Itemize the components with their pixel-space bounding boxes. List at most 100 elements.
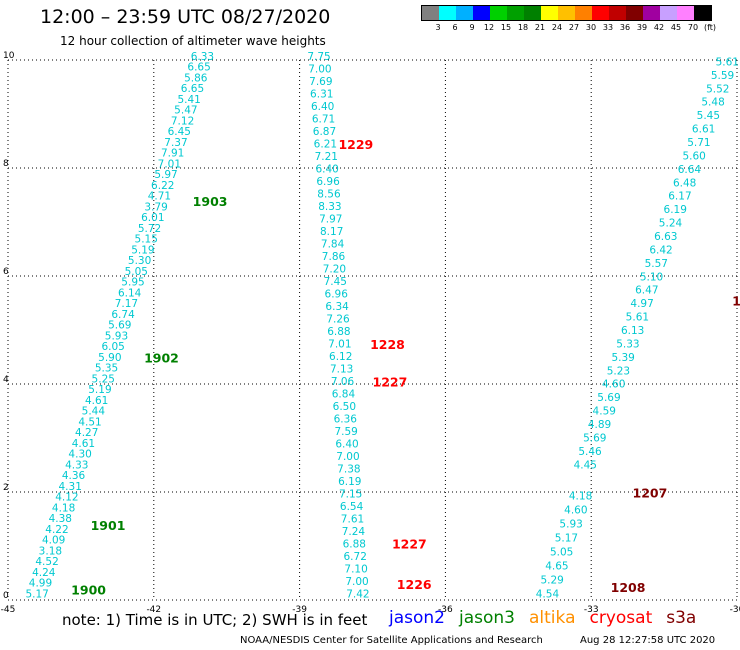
wave-height-value: 5.17 [555,532,578,544]
wave-height-value: 5.72 [138,223,161,235]
wave-height-value: 5.71 [687,137,710,149]
wave-height-value: 7.45 [324,276,347,288]
wave-height-value: 7.10 [344,563,367,575]
wave-height-value: 6.50 [333,401,356,413]
legend-label: 12 [483,23,495,32]
wave-height-value: 6.47 [635,285,658,297]
wave-height-value: 4.18 [569,490,592,502]
wave-height-value: 6.40 [315,163,338,175]
wave-height-value: 7.13 [330,363,353,375]
y-tick-label: 8 [3,159,9,169]
wave-height-value: 7.84 [321,238,345,250]
wave-height-value: 6.05 [101,341,124,353]
wave-height-value: 4.31 [59,481,82,493]
wave-height-value: 4.54 [536,588,560,600]
wave-height-value: 7.12 [171,115,194,127]
legend-label: 15 [500,23,512,32]
wave-height-value: 5.97 [154,169,177,181]
wave-height-value: 4.61 [72,438,95,450]
wave-height-value: 6.54 [340,501,364,513]
wave-height-value: 6.01 [141,212,164,224]
wave-height-value: 5.52 [706,83,729,95]
legend-swatch [677,6,694,20]
map-subtitle: 12 hour collection of altimeter wave hei… [60,34,326,48]
legend-swatch [456,6,473,20]
wave-height-value: 5.48 [701,97,724,109]
wave-height-value: 5.95 [121,277,144,289]
legend-swatch [541,6,558,20]
pass-time-label: 1903 [193,194,228,209]
legend-swatch [626,6,643,20]
x-tick-label: -39 [292,605,307,615]
pass-time-label: 1207 [633,485,668,500]
pass-time-label: 1227 [373,375,408,390]
y-tick-label: 0 [3,591,9,601]
wave-height-value: 5.15 [135,234,158,246]
wave-height-value: 5.61 [716,56,739,68]
legend-swatch [660,6,677,20]
wave-height-value: 4.30 [68,449,91,461]
wave-height-value: 4.18 [52,502,75,514]
wave-height-value: 7.00 [336,451,359,463]
x-tick-label: -36 [438,605,453,615]
pass-time-label: 1 [732,294,740,309]
wave-height-value: 6.65 [187,62,210,74]
wave-height-value: 6.42 [649,244,672,256]
wave-height-value: 5.44 [82,406,106,418]
wave-height-value: 7.01 [328,338,351,350]
wave-height-value: 5.39 [611,352,634,364]
pass-time-label: 1901 [91,518,126,533]
x-tick-label: -30 [730,605,740,615]
wave-height-value: 5.24 [659,218,683,230]
wave-height-value: 4.71 [148,191,171,203]
legend-swatch [592,6,609,20]
wave-height-value: 6.36 [334,413,358,425]
x-tick-label: -33 [584,605,599,615]
y-tick-label: 6 [3,267,9,277]
wave-height-value: 7.37 [164,137,187,149]
legend-swatch [609,6,626,20]
wave-height-value: 4.27 [75,427,98,439]
wave-height-value: 6.63 [654,231,677,243]
wave-height-value: 7.21 [315,151,338,163]
y-tick-label: 4 [3,375,9,385]
wave-height-value: 6.40 [311,101,334,113]
footer-note: note: 1) Time is in UTC; 2) SWH is in fe… [62,611,368,629]
wave-height-value: 4.36 [62,470,86,482]
wave-height-value: 4.89 [588,419,611,431]
legend-label: 33 [602,23,614,32]
wave-height-value: 7.15 [339,488,362,500]
legend-swatch [439,6,456,20]
wave-height-value: 5.35 [95,363,118,375]
wave-height-value: 6.96 [316,176,340,188]
wave-height-value: 7.17 [115,298,138,310]
y-tick-label: 2 [3,483,9,493]
wave-height-value: 6.96 [325,288,349,300]
wave-height-value: 6.84 [332,388,356,400]
wave-height-value: 7.01 [158,158,181,170]
wave-height-value: 5.45 [697,110,720,122]
wave-height-value: 6.19 [338,476,361,488]
wave-height-value: 7.00 [308,63,331,75]
wave-height-value: 4.59 [593,406,616,418]
wave-height-value: 7.69 [309,76,332,88]
wave-height-value: 3.18 [39,545,62,557]
wave-height-value: 5.69 [583,432,606,444]
wave-height-value: 5.93 [105,330,128,342]
wave-height-value: 5.29 [540,574,563,586]
wave-height-value: 6.48 [673,177,696,189]
pass-time-label: 1902 [144,350,179,365]
legend-label: 6 [452,23,458,32]
legend-label: 21 [534,23,546,32]
satellite-name: altika [529,608,576,628]
wave-height-value: 5.69 [108,320,131,332]
wave-height-value: 7.06 [331,376,355,388]
wave-height-value: 7.42 [346,588,369,600]
pass-time-label: 1228 [370,337,405,352]
wave-height-value: 4.97 [630,298,653,310]
wave-height-value: 4.22 [45,524,68,536]
pass-time-label: 1900 [71,583,106,598]
legend-swatch [422,6,439,20]
wave-height-value: 4.12 [55,492,78,504]
wave-height-value: 7.38 [337,463,360,475]
